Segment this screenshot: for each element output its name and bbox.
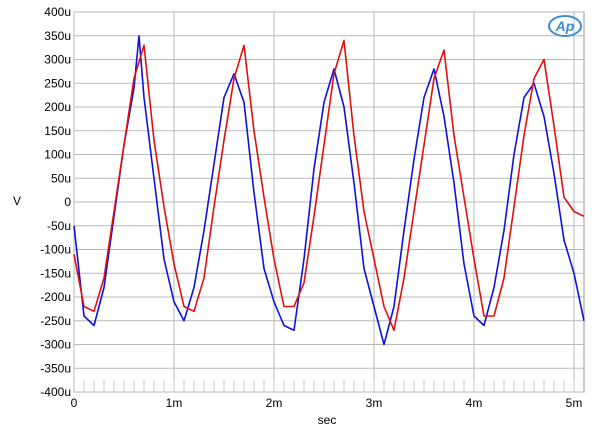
y-tick-label: -50u xyxy=(47,219,71,233)
y-tick-label: 100u xyxy=(44,148,71,162)
ap-logo-icon: Ap xyxy=(548,15,582,37)
x-tick-label: 3m xyxy=(366,396,383,410)
x-tick-label: 4m xyxy=(466,396,483,410)
x-tick-label: 1m xyxy=(166,396,183,410)
y-tick-label: -200u xyxy=(40,290,71,304)
logo-text: Ap xyxy=(555,18,575,34)
y-tick-label: 300u xyxy=(44,53,71,67)
y-tick-label: 50u xyxy=(51,171,71,185)
x-axis-label: sec xyxy=(318,413,337,427)
x-tick-label: 2m xyxy=(266,396,283,410)
y-tick-label: 0 xyxy=(64,195,71,209)
y-tick-label: -350u xyxy=(40,361,71,375)
y-tick-label: 200u xyxy=(44,100,71,114)
x-tick-label: 5m xyxy=(566,396,583,410)
y-tick-label: 150u xyxy=(44,124,71,138)
x-tick-label: 0 xyxy=(71,396,78,410)
y-tick-label: -250u xyxy=(40,314,71,328)
y-axis-label: V xyxy=(13,194,21,208)
y-tick-label: -100u xyxy=(40,243,71,257)
series-line-0 xyxy=(73,34,585,346)
y-tick-label: -300u xyxy=(40,338,71,352)
y-tick-label: 350u xyxy=(44,29,71,43)
series-line-1 xyxy=(73,39,585,332)
y-tick-label: -150u xyxy=(40,266,71,280)
y-tick-label: -400u xyxy=(40,385,71,399)
y-tick-label: 400u xyxy=(44,5,71,19)
y-tick-label: 250u xyxy=(44,76,71,90)
